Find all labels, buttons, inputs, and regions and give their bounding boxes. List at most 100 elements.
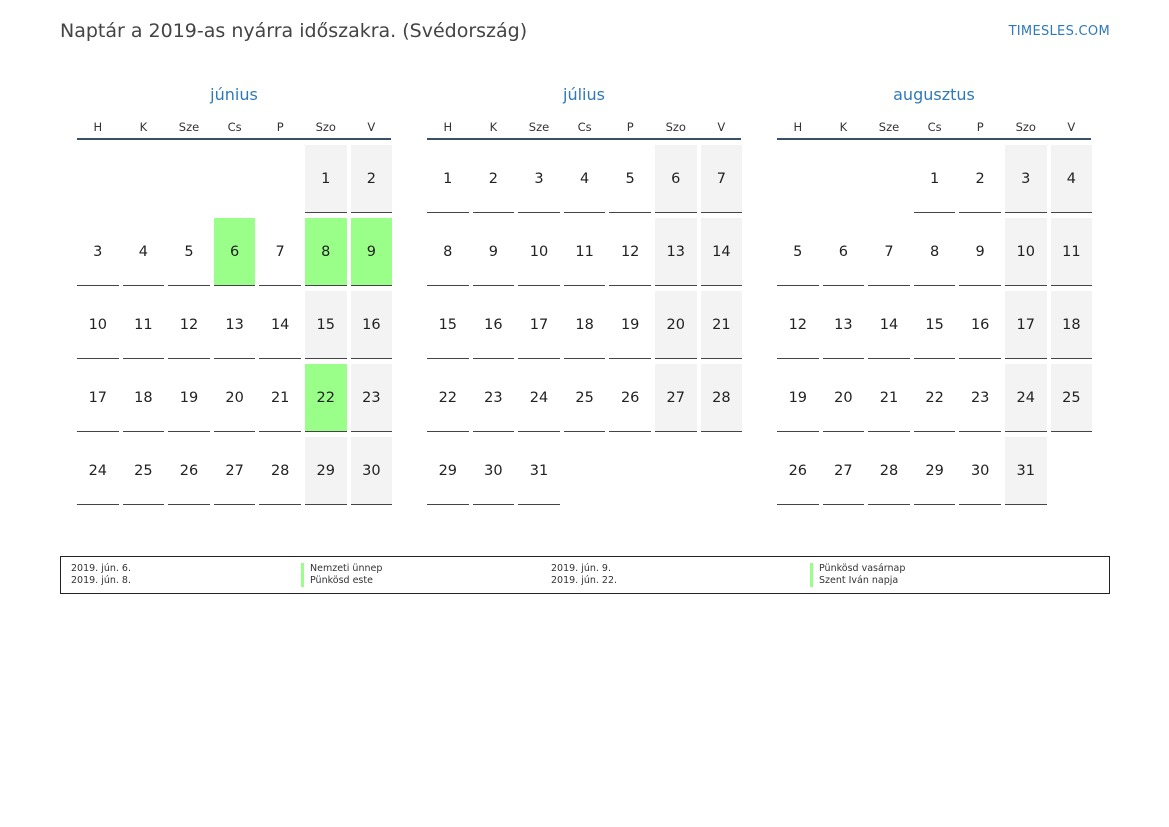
day-cell: 7 [868,218,910,286]
day-cell: 18 [563,291,606,359]
day-cell: 3 [77,218,119,286]
month-july: július H K Sze Cs P Szo V 1 2 3 4 5 6 7 8 9 10 11 12 13 14 1… [427,84,743,505]
day-cell: 11 [1050,218,1093,286]
day-cell: 14 [868,291,910,359]
weekday-label: V [717,120,726,134]
day-cell: 13 [654,218,697,286]
weekday-label: H [93,120,103,134]
weekday-label: H [793,120,803,134]
month-name: június [210,85,258,104]
legend-col-dates-1: 2019. jún. 6. 2019. jún. 8. [71,563,131,587]
day-cell: 15 [913,291,956,359]
day-cell: 27 [654,364,697,432]
day-cell: 19 [777,364,819,432]
empty-day-cell [777,145,819,213]
day-cell: 27 [213,437,256,505]
day-cell: 14 [259,291,301,359]
day-cell: 25 [1050,364,1093,432]
day-cell: 26 [168,437,210,505]
day-cell: 15 [427,291,469,359]
month-june: június H K Sze Cs P Szo V 1 2 3 4 5 6 7 8 9 10 11 12 13 14 1… [77,84,393,505]
day-cell: 2 [350,145,393,213]
page-title: Naptár a 2019-as nyárra időszakra. (Svéd… [60,20,528,42]
day-cell: 19 [609,291,651,359]
legend-date: 2019. jún. 22. [551,575,618,586]
empty-day-cell [259,145,301,213]
weekday-label: Sze [878,120,900,134]
day-cell: 11 [563,218,606,286]
day-cell: 13 [822,291,865,359]
weekday-label: P [626,120,634,134]
weekday-label: K [839,120,848,134]
weekday-label: P [976,120,984,134]
day-cell: 22 [304,364,347,432]
month-august: augusztus H K Sze Cs P Szo V 1 2 3 4 5 6 7 8 9 10 11 12 13… [777,84,1093,505]
day-cell: 30 [472,437,515,505]
day-cell: 1 [913,145,956,213]
day-cell: 27 [822,437,865,505]
day-cell: 18 [1050,291,1093,359]
day-cell: 4 [563,145,606,213]
weekday-header: H K Sze Cs P Szo V [427,116,741,140]
weekday-label: K [139,120,148,134]
day-cell: 3 [518,145,560,213]
day-cell: 28 [868,437,910,505]
weekday-label: Szo [665,120,686,134]
day-cell: 6 [654,145,697,213]
weekday-label: V [367,120,376,134]
day-cell: 17 [1004,291,1047,359]
day-cell: 19 [168,364,210,432]
legend-col-names-2: Pünkösd vasárnap Szent Iván napja [810,563,905,587]
day-cell: 17 [77,364,119,432]
weekday-label: K [489,120,498,134]
legend-date: 2019. jún. 9. [551,563,612,574]
day-cell: 22 [427,364,469,432]
day-cell: 8 [304,218,347,286]
day-cell: 22 [913,364,956,432]
day-cell: 23 [472,364,515,432]
day-cell: 20 [213,364,256,432]
day-cell: 26 [777,437,819,505]
weekday-label: Cs [577,120,592,134]
day-cell: 6 [822,218,865,286]
day-cell: 23 [350,364,393,432]
day-cell: 10 [518,218,560,286]
empty-day-cell [168,145,210,213]
day-cell: 10 [1004,218,1047,286]
day-cell: 2 [472,145,515,213]
day-cell: 11 [122,291,165,359]
day-cell: 1 [427,145,469,213]
day-cell: 8 [913,218,956,286]
day-cell: 9 [472,218,515,286]
empty-day-cell [77,145,119,213]
day-grid: 1 2 3 4 5 6 7 8 9 10 11 12 13 14 15 16 17 18 19 20 21 22 23 24 2… [427,145,743,505]
day-cell: 25 [122,437,165,505]
day-cell: 4 [122,218,165,286]
day-cell: 13 [213,291,256,359]
day-cell: 29 [427,437,469,505]
day-cell: 30 [959,437,1001,505]
day-cell: 20 [654,291,697,359]
day-cell: 12 [777,291,819,359]
day-cell: 26 [609,364,651,432]
day-cell: 5 [777,218,819,286]
day-cell: 29 [304,437,347,505]
site-link[interactable]: TIMESLES.COM [1008,24,1110,39]
weekday-label: P [276,120,284,134]
day-cell: 1 [304,145,347,213]
day-cell: 7 [259,218,301,286]
day-cell: 12 [168,291,210,359]
empty-day-cell [214,145,256,213]
weekday-label: H [443,120,453,134]
day-cell: 29 [913,437,956,505]
day-cell: 15 [304,291,347,359]
day-cell: 16 [959,291,1001,359]
day-cell: 5 [609,145,651,213]
day-cell: 12 [609,218,651,286]
weekday-label: Szo [1015,120,1036,134]
day-cell: 21 [868,364,910,432]
month-name: augusztus [893,85,975,104]
day-cell: 2 [959,145,1001,213]
weekday-label: Szo [315,120,336,134]
day-cell: 24 [77,437,119,505]
